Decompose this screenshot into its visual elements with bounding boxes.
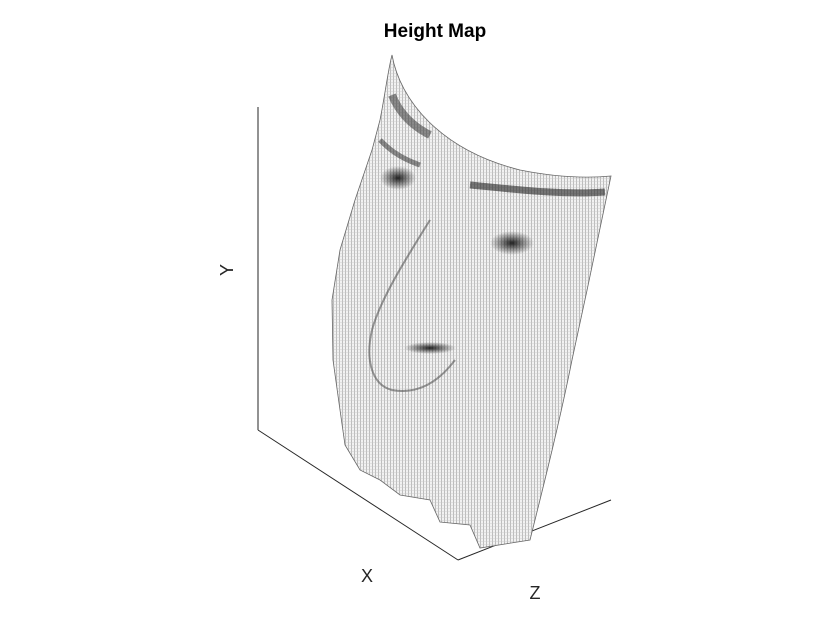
- x-axis-label: X: [361, 566, 373, 586]
- nose-contour: [368, 219, 456, 392]
- hair-shadow: [388, 93, 432, 139]
- right-brow: [469, 181, 606, 197]
- x-axis-line: [257, 429, 459, 561]
- left-eye: [380, 166, 416, 190]
- face-surface: [331, 54, 612, 549]
- z-axis-label: Z: [530, 583, 541, 603]
- z-axis-line: [457, 499, 612, 561]
- axes-box: [257, 107, 612, 561]
- right-eye: [490, 231, 534, 255]
- chart-title: Height Map: [384, 21, 486, 42]
- left-brow: [378, 138, 421, 168]
- mouth: [404, 342, 456, 354]
- surface: [331, 54, 612, 549]
- y-axis-label: Y: [217, 264, 237, 276]
